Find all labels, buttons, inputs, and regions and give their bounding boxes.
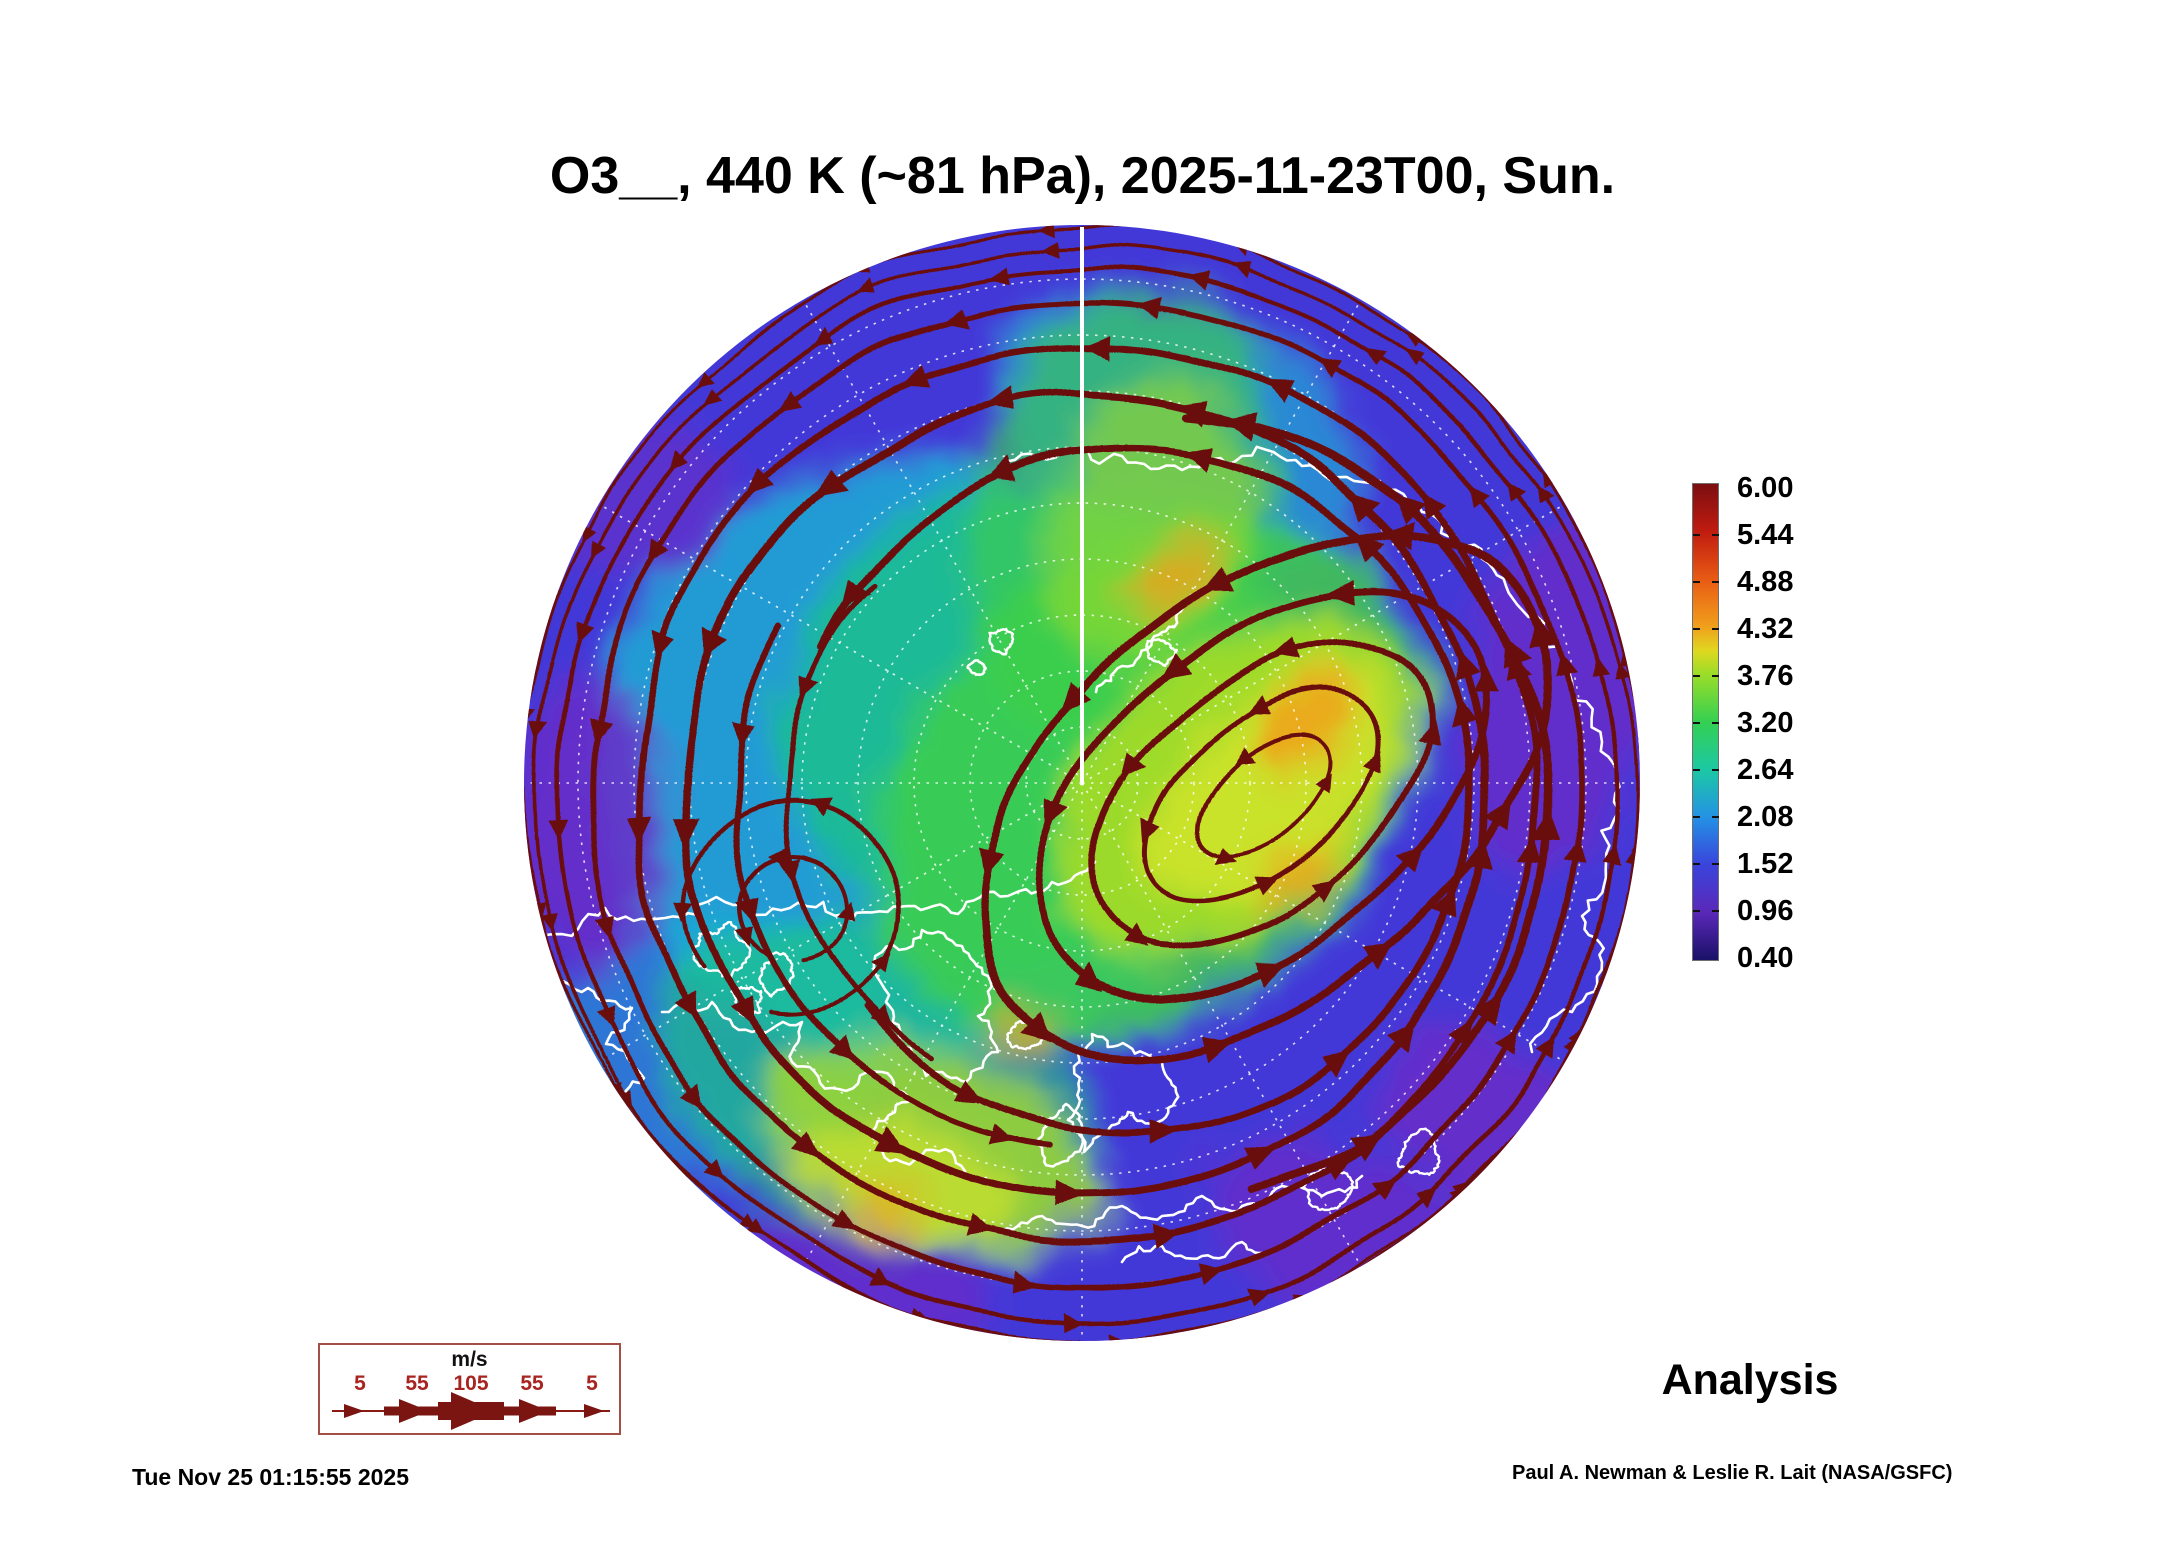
colorbar-label: 2.08 xyxy=(1737,801,1794,833)
figure-title: O3__, 440 K (~81 hPa), 2025-11-23T00, Su… xyxy=(549,147,1616,205)
colorbar-label: 3.76 xyxy=(1737,660,1794,692)
colorbar-tick xyxy=(1712,675,1719,677)
colorbar-tick xyxy=(1712,722,1719,724)
colorbar-label: 4.32 xyxy=(1737,613,1794,645)
wind-speed-label: 5 xyxy=(586,1372,598,1395)
colorbar-tick xyxy=(1712,863,1719,865)
colorbar-tick xyxy=(1712,910,1719,912)
graticule xyxy=(524,278,1640,1341)
colorbar-tick xyxy=(1693,581,1700,583)
colorbar-tick xyxy=(1693,534,1700,536)
colorbar-tick xyxy=(1712,816,1719,818)
wind-arrow-glyph xyxy=(332,1392,610,1430)
wind-speed-label: 55 xyxy=(520,1372,544,1395)
colorbar-label: 1.52 xyxy=(1737,848,1794,880)
ozone-field xyxy=(524,225,1640,1341)
colorbar-tick xyxy=(1693,628,1700,630)
wind-speed-legend: m/s xyxy=(318,1343,621,1435)
wind-legend-units: m/s xyxy=(451,1348,488,1371)
timestamp: Tue Nov 25 01:15:55 2025 xyxy=(132,1464,410,1490)
colorbar-tick xyxy=(1712,628,1719,630)
colorbar-label: 4.88 xyxy=(1737,566,1794,598)
wind-speed-label: 5 xyxy=(354,1372,366,1395)
colorbar-tick xyxy=(1693,675,1700,677)
analysis-label: Analysis xyxy=(1661,1356,1839,1404)
colorbar-tick xyxy=(1693,722,1700,724)
wind-speed-label: 105 xyxy=(453,1372,489,1395)
colorbar-tick xyxy=(1693,863,1700,865)
wind-speed-label: 55 xyxy=(405,1372,429,1395)
colorbar-tick xyxy=(1712,769,1719,771)
colorbar-tick xyxy=(1712,534,1719,536)
colorbar-label: 0.40 xyxy=(1737,942,1794,974)
colorbar-tick xyxy=(1693,910,1700,912)
colorbar-tick xyxy=(1693,769,1700,771)
colorbar-tick xyxy=(1693,816,1700,818)
colorbar-tick xyxy=(1712,581,1719,583)
colorbar-label: 2.64 xyxy=(1737,754,1794,786)
colorbar-label: 6.00 xyxy=(1737,472,1794,504)
colorbar-label: 3.20 xyxy=(1737,707,1794,739)
colorbar-label: 0.96 xyxy=(1737,895,1794,927)
colorbar-label: 5.44 xyxy=(1737,519,1794,551)
streamlines xyxy=(524,225,1640,1341)
credit: Paul A. Newman & Leslie R. Lait (NASA/GS… xyxy=(1512,1462,1953,1484)
